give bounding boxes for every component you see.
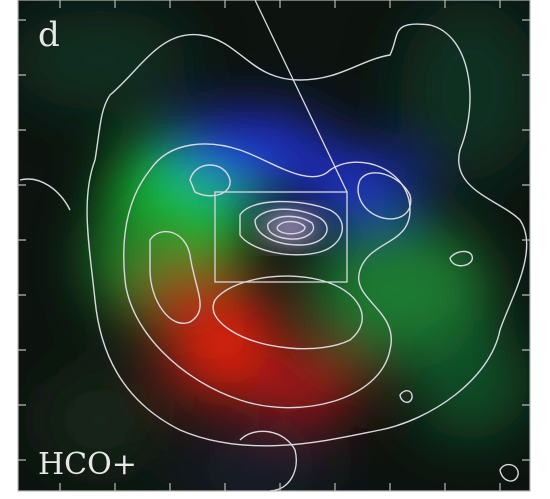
emission-map-panel: d HCO+ <box>0 0 550 499</box>
panel-label: d <box>38 15 60 55</box>
line-label: HCO+ <box>38 447 137 482</box>
core-emission <box>262 214 318 242</box>
map-image <box>10 0 540 499</box>
